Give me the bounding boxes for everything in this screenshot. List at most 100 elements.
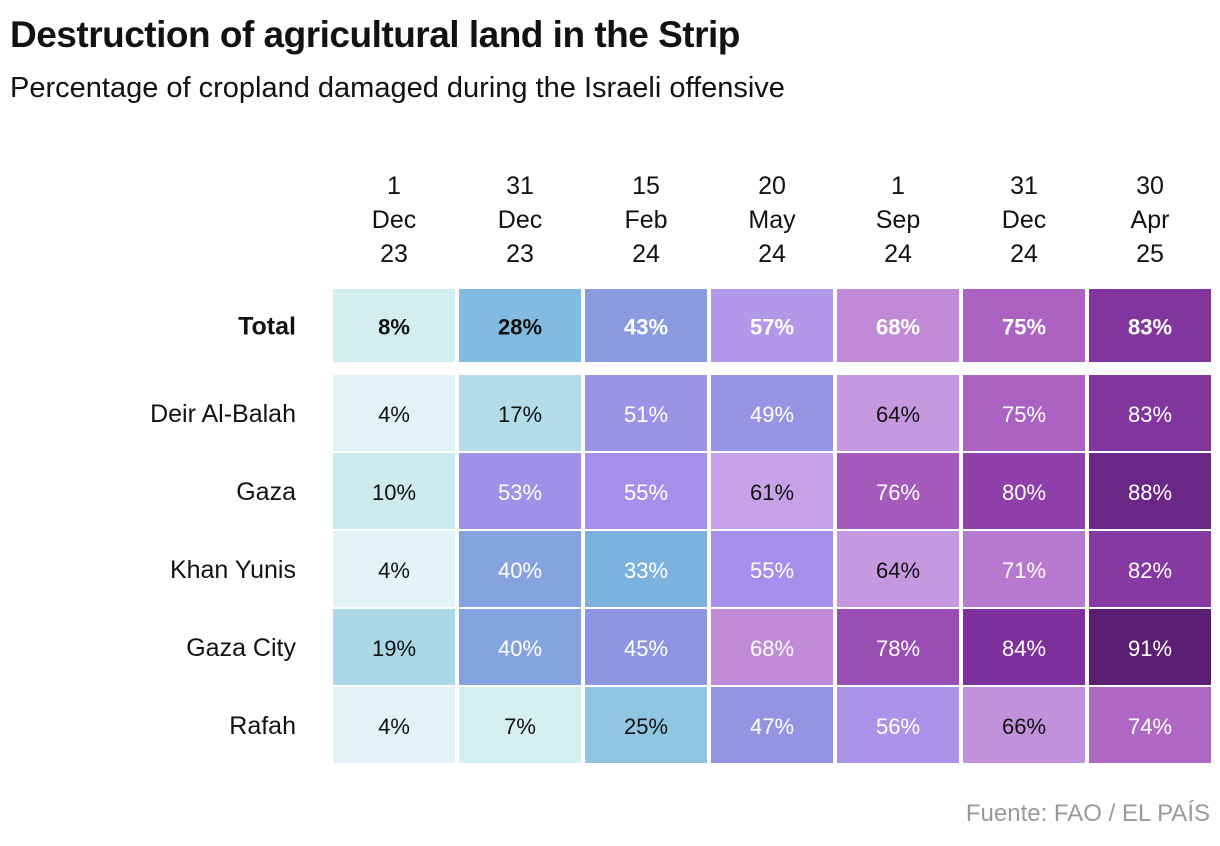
cell-value-label: 43%: [624, 315, 668, 340]
chart-title: Destruction of agricultural land in the …: [10, 14, 740, 55]
heatmap-cell: [333, 531, 455, 607]
heatmap-cell: [459, 453, 581, 529]
column-header-line: 31: [1010, 172, 1038, 200]
cell-value-label: 10%: [372, 480, 416, 505]
heatmap-cell: [711, 609, 833, 685]
heatmap-cell: [837, 289, 959, 362]
cell-value-label: 47%: [750, 714, 794, 739]
heatmap-cell: [585, 453, 707, 529]
heatmap-cell: [459, 531, 581, 607]
cell-value-label: 25%: [624, 714, 668, 739]
cell-value-label: 83%: [1128, 315, 1172, 340]
heatmap-cell: [963, 687, 1085, 763]
row-label: Deir Al-Balah: [150, 400, 296, 428]
heatmap-cell: [963, 453, 1085, 529]
column-header-line: 24: [1010, 240, 1038, 268]
cell-value-label: 61%: [750, 480, 794, 505]
heatmap-cell: [711, 289, 833, 362]
heatmap-cell: [711, 687, 833, 763]
column-header-line: 24: [632, 240, 660, 268]
cell-value-label: 68%: [750, 636, 794, 661]
cell-value-label: 82%: [1128, 558, 1172, 583]
column-header-line: 20: [758, 172, 786, 200]
cell-value-label: 8%: [378, 315, 410, 340]
cell-value-label: 28%: [498, 315, 542, 340]
cell-value-label: 84%: [1002, 636, 1046, 661]
column-header-line: Dec: [372, 206, 416, 234]
cell-value-label: 88%: [1128, 480, 1172, 505]
column-header-line: 24: [884, 240, 912, 268]
heatmap-cell: [837, 375, 959, 451]
cell-value-label: 55%: [750, 558, 794, 583]
heatmap-cell: [1089, 453, 1211, 529]
column-header-line: May: [748, 206, 796, 234]
chart-subtitle: Percentage of cropland damaged during th…: [10, 72, 785, 104]
cell-value-label: 51%: [624, 402, 668, 427]
row-label: Gaza City: [186, 634, 296, 662]
heatmap-cell: [711, 531, 833, 607]
heatmap-cell: [1089, 609, 1211, 685]
cell-value-label: 78%: [876, 636, 920, 661]
cell-value-label: 45%: [624, 636, 668, 661]
cell-value-label: 40%: [498, 558, 542, 583]
cell-value-label: 55%: [624, 480, 668, 505]
column-header-line: 31: [506, 172, 534, 200]
column-header-line: 23: [380, 240, 408, 268]
heatmap-cell: [963, 531, 1085, 607]
cell-value-label: 75%: [1002, 402, 1046, 427]
cell-value-label: 4%: [378, 714, 410, 739]
cell-value-label: 66%: [1002, 714, 1046, 739]
heatmap-cell: [711, 453, 833, 529]
heatmap-cell: [585, 687, 707, 763]
cell-value-label: 68%: [876, 315, 920, 340]
cell-value-label: 17%: [498, 402, 542, 427]
cell-value-label: 33%: [624, 558, 668, 583]
cell-value-label: 19%: [372, 636, 416, 661]
heatmap-cell: [459, 687, 581, 763]
heatmap-cell: [963, 289, 1085, 362]
cell-value-label: 80%: [1002, 480, 1046, 505]
heatmap-cell: [585, 531, 707, 607]
heatmap-cell: [1089, 687, 1211, 763]
heatmap-cell: [459, 375, 581, 451]
cell-value-label: 75%: [1002, 315, 1046, 340]
heatmap-cell: [1089, 375, 1211, 451]
column-header-line: Sep: [876, 206, 920, 234]
column-header-line: Feb: [624, 206, 667, 234]
cell-value-label: 7%: [504, 714, 536, 739]
column-header-line: 15: [632, 172, 660, 200]
heatmap-cell: [585, 609, 707, 685]
heatmap-cell: [585, 375, 707, 451]
cell-value-label: 56%: [876, 714, 920, 739]
cell-value-label: 76%: [876, 480, 920, 505]
cell-value-label: 83%: [1128, 402, 1172, 427]
column-header-line: 1: [891, 172, 905, 200]
heatmap-cell: [333, 609, 455, 685]
column-header-line: Dec: [1002, 206, 1046, 234]
heatmap-cell: [1089, 289, 1211, 362]
cell-value-label: 40%: [498, 636, 542, 661]
row-label: Rafah: [229, 712, 296, 740]
heatmap-cell: [963, 375, 1085, 451]
cell-value-label: 53%: [498, 480, 542, 505]
cell-value-label: 74%: [1128, 714, 1172, 739]
column-header-line: 24: [758, 240, 786, 268]
row-label: Total: [238, 313, 296, 341]
heatmap-cell: [1089, 531, 1211, 607]
heatmap-cell: [585, 289, 707, 362]
column-header-line: Apr: [1131, 206, 1170, 234]
heatmap-cell: [711, 375, 833, 451]
cell-value-label: 91%: [1128, 636, 1172, 661]
column-header-line: 30: [1136, 172, 1164, 200]
cell-value-label: 57%: [750, 315, 794, 340]
heatmap-cell: [333, 375, 455, 451]
cell-value-label: 49%: [750, 402, 794, 427]
column-header-line: 23: [506, 240, 534, 268]
source-note: Fuente: FAO / EL PAÍS: [965, 800, 1210, 827]
column-header-line: Dec: [498, 206, 542, 234]
heatmap-cell: [459, 289, 581, 362]
column-header-line: 1: [387, 172, 401, 200]
column-header-line: 25: [1136, 240, 1164, 268]
heatmap-cell: [837, 531, 959, 607]
